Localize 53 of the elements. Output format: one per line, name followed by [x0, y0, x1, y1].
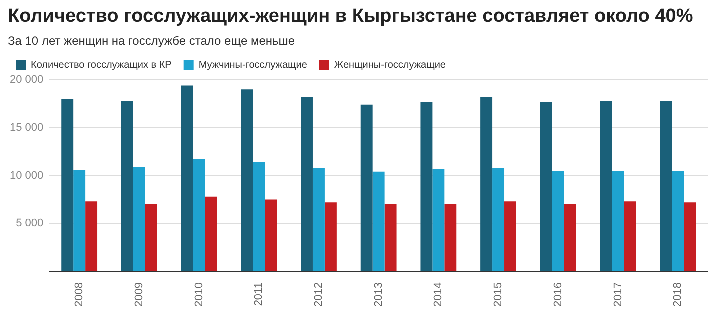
- bar: [384, 204, 397, 272]
- y-tick-label: 15 000: [10, 122, 44, 134]
- bar: [265, 200, 278, 272]
- bar: [253, 162, 266, 272]
- bar: [432, 169, 445, 272]
- chart-subtitle: За 10 лет женщин на госслужбе стало еще меньше: [8, 34, 296, 48]
- bar: [324, 202, 337, 272]
- x-tick-label: 2013: [372, 282, 385, 308]
- bar: [205, 196, 218, 272]
- bar: [624, 202, 636, 272]
- bar: [145, 204, 158, 272]
- x-tick-label: 2011: [253, 282, 266, 306]
- bar: [301, 97, 313, 272]
- x-tick-label: 2012: [313, 282, 326, 308]
- x-tick-label: 2015: [492, 282, 505, 308]
- bar: [74, 170, 86, 272]
- bar: [492, 168, 505, 272]
- x-tick-label: 2010: [193, 282, 206, 308]
- bar: [612, 170, 624, 272]
- bar: [660, 101, 672, 272]
- bar: [564, 204, 576, 272]
- legend-label: Мужчины-госслужащие: [198, 60, 308, 71]
- bar: [672, 170, 684, 272]
- bar: [193, 159, 206, 272]
- bar: [181, 86, 194, 272]
- bar: [372, 172, 385, 272]
- x-tick-label: 2009: [133, 282, 146, 308]
- bar: [360, 104, 373, 272]
- bar: [444, 204, 457, 272]
- bar: [312, 168, 325, 272]
- bar: [504, 202, 516, 272]
- x-tick-label: 2014: [432, 282, 445, 308]
- bar: [121, 101, 134, 272]
- bar: [540, 102, 552, 272]
- bar: [241, 90, 254, 272]
- y-tick-label: 10 000: [10, 170, 44, 182]
- bar: [684, 202, 696, 272]
- legend-label: Количество госслужащих в КР: [31, 60, 172, 71]
- bar: [480, 97, 493, 272]
- bar: [600, 101, 612, 272]
- legend-label: Женщины-госслужащие: [334, 60, 446, 71]
- x-tick-label: 2016: [552, 282, 564, 308]
- bar: [552, 170, 564, 272]
- y-tick-label: 20 000: [10, 74, 44, 86]
- chart-title: Количество госслужащих-женщин в Кыргызстане составляет около 40%: [8, 6, 694, 28]
- bar: [86, 202, 98, 272]
- x-tick-label: 2008: [74, 282, 86, 308]
- bar: [420, 102, 433, 272]
- bar: [62, 99, 74, 272]
- bar: [133, 167, 146, 272]
- x-tick-label: 2018: [672, 282, 684, 308]
- x-tick-label: 2017: [612, 282, 624, 308]
- y-tick-label: 5 000: [16, 218, 44, 230]
